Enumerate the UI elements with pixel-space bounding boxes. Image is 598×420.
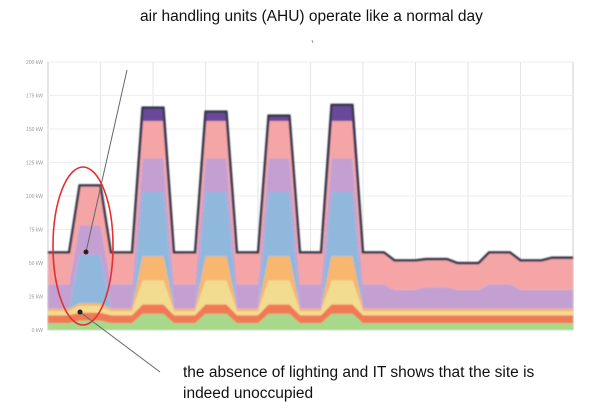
- y-tick-label: 75 kW: [29, 228, 43, 234]
- area-series-3: [48, 256, 573, 312]
- stray-mark: [311, 39, 314, 44]
- highlight-ellipse: [52, 166, 114, 326]
- y-tick-label: 200 kW: [26, 60, 43, 66]
- y-tick-label: 50 kW: [29, 261, 43, 267]
- area-series-0: [48, 313, 573, 330]
- y-tick-label: 150 kW: [26, 127, 43, 133]
- y-tick-label: 175 kW: [26, 94, 43, 100]
- annotation-bottom: the absence of lighting and IT shows tha…: [183, 364, 535, 402]
- y-tick-label: 0 kW: [32, 328, 44, 334]
- y-tick-label: 100 kW: [26, 194, 43, 200]
- y-tick-label: 25 kW: [29, 295, 43, 301]
- annotation-top: air handling units (AHU) operate like a …: [140, 8, 483, 25]
- total-load-line: [48, 103, 573, 265]
- pointer-dot-top: [83, 249, 89, 255]
- area-series-1: [48, 304, 573, 324]
- area-series-6: [48, 121, 573, 290]
- pointer-dot-bottom: [77, 309, 83, 315]
- y-tick-label: 125 kW: [26, 161, 43, 167]
- pointer-line-bottom: [79, 311, 161, 373]
- area-series-4: [48, 192, 573, 309]
- y-axis-ticks: 0 kW 25 kW 50 kW 75 kW 100 kW 125 kW 150 kW 175…: [26, 60, 43, 334]
- area-series: [48, 104, 573, 330]
- area-series-5: [48, 158, 573, 309]
- pointer-line-top: [85, 69, 128, 253]
